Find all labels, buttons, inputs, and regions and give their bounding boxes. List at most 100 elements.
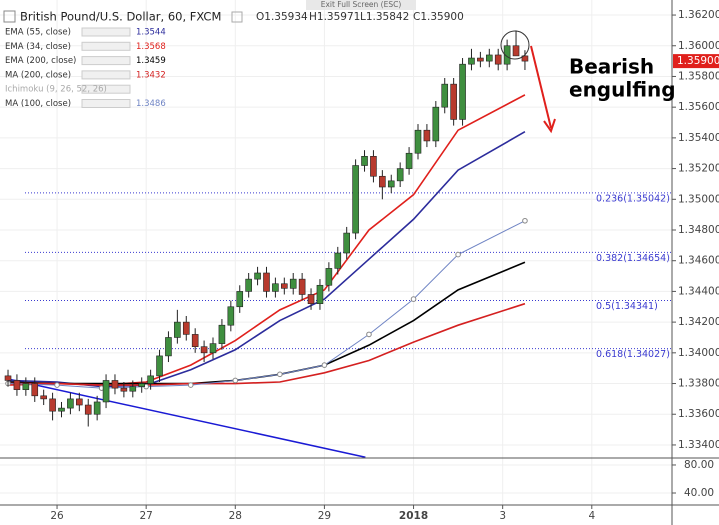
candle-body — [120, 387, 128, 392]
axes: 1.33400 1.33600 1.33800 1.34000 1.34200 1.344… — [50, 9, 719, 522]
y-tick-label: 1.35800 — [678, 70, 719, 82]
ohlc-low: L1.35842 — [360, 11, 409, 23]
candle-body — [40, 395, 47, 400]
candle-body — [218, 324, 226, 344]
trendline — [7, 378, 366, 458]
last-price-badge — [673, 54, 719, 69]
candle-body — [494, 54, 502, 65]
y-tick-label: 1.33400 — [678, 439, 719, 451]
candle-body — [227, 306, 235, 326]
legend-icon[interactable] — [81, 70, 131, 80]
candle-body — [396, 168, 404, 182]
x-tick-label: 29 — [318, 510, 331, 522]
candle-body — [58, 407, 65, 412]
y-tick-label: 1.34800 — [678, 224, 719, 236]
legend-name: EMA (55, close) — [5, 28, 71, 38]
legend-icon[interactable] — [81, 56, 131, 66]
candle-body — [272, 283, 279, 292]
candle-body — [13, 380, 21, 390]
last-price-label: 1.35900 — [677, 55, 719, 67]
x-tick-label: 27 — [139, 510, 152, 522]
y-tick-label: 80.00 — [684, 459, 714, 471]
candle-body — [191, 334, 199, 347]
y-tick-label: 1.34000 — [678, 347, 719, 359]
candle-body — [477, 57, 484, 62]
candle-body — [307, 294, 315, 304]
symbol-title: British Pound/U.S. Dollar, 60, FXCM — [20, 10, 221, 24]
candle-body — [423, 129, 431, 142]
legend-icon[interactable] — [81, 84, 131, 94]
fib-label: 0.236(1.35042) — [596, 193, 670, 204]
indicator-line — [8, 220, 526, 389]
symbol-collapse-icon[interactable] — [3, 10, 16, 23]
legend-name: EMA (34, close) — [5, 42, 71, 52]
annotation-line: engulfing — [569, 78, 676, 102]
fib-label: 0.618(1.34027) — [596, 349, 670, 360]
candle-body — [22, 383, 30, 390]
legend-icon[interactable] — [81, 41, 131, 51]
legend-value: 1.3432 — [136, 70, 166, 80]
legend-name: Ichimoku (9, 26, 52, 26) — [5, 85, 107, 95]
ohlc-high: H1.35971 — [309, 11, 360, 23]
arrow-shaft — [530, 45, 552, 129]
candle-body — [361, 156, 368, 166]
indicator-marker — [232, 377, 239, 384]
candle-body — [352, 165, 359, 234]
legend-icon[interactable] — [81, 99, 131, 108]
legend-name: MA (100, close) — [5, 99, 71, 109]
indicator-marker — [187, 382, 194, 388]
candle-body — [441, 83, 449, 108]
y-tick-label: 1.35000 — [678, 193, 719, 205]
x-tick-label: 26 — [50, 510, 64, 522]
y-tick-label: 1.35200 — [678, 163, 719, 175]
y-tick-label: 1.33600 — [678, 408, 719, 420]
candle-body — [182, 321, 190, 335]
legend-value: 1.3568 — [136, 42, 166, 52]
y-tick-label: 1.36000 — [678, 40, 719, 52]
highlight-circle — [500, 30, 530, 60]
candle-body — [379, 175, 386, 188]
candle-body — [174, 321, 181, 338]
candle-body — [102, 380, 110, 403]
annotation-line: Bearish — [569, 55, 654, 79]
x-tick-label: 4 — [588, 510, 595, 522]
candle-body — [138, 383, 146, 387]
candle-body — [76, 398, 83, 406]
candle-body — [334, 252, 342, 269]
x-tick-label: 2018 — [399, 510, 428, 522]
candle-body — [49, 398, 56, 412]
candle-body — [316, 284, 324, 304]
y-tick-label: 1.36200 — [678, 9, 719, 21]
legend-name: EMA (200, close) — [5, 56, 76, 66]
candle-body — [289, 278, 297, 289]
legend: EMA (55, close) 1.3544 EMA (34, close) 1.35… — [5, 27, 166, 109]
candle-body — [93, 401, 101, 415]
x-tick-label: 28 — [229, 510, 242, 522]
candle-body — [31, 383, 39, 397]
exit-fullscreen-button[interactable] — [306, 0, 416, 10]
candle-body — [84, 404, 92, 415]
arrow-head — [543, 118, 556, 134]
indicator-marker — [455, 251, 461, 258]
y-tick-label: 40.00 — [684, 487, 714, 499]
legend-icon[interactable] — [81, 27, 131, 37]
candle-body — [387, 180, 395, 188]
y-tick-label: 1.34400 — [678, 285, 719, 297]
ohlc-open: O1.35934 — [256, 11, 308, 23]
indicator-marker — [277, 371, 283, 378]
candle-body — [414, 129, 422, 154]
candle-body — [165, 337, 172, 357]
candle-body — [503, 45, 511, 65]
indicator-marker — [366, 331, 372, 338]
indicator-marker — [522, 217, 528, 224]
candle-body — [4, 375, 12, 381]
candle-body — [521, 55, 529, 62]
indicator-line — [8, 302, 526, 386]
candle-body — [298, 278, 306, 295]
candle-body — [450, 83, 457, 120]
candle-body — [147, 375, 154, 384]
candle-body — [343, 232, 350, 254]
indicator-marker — [54, 382, 60, 388]
symbol-settings-icon[interactable] — [231, 11, 243, 23]
